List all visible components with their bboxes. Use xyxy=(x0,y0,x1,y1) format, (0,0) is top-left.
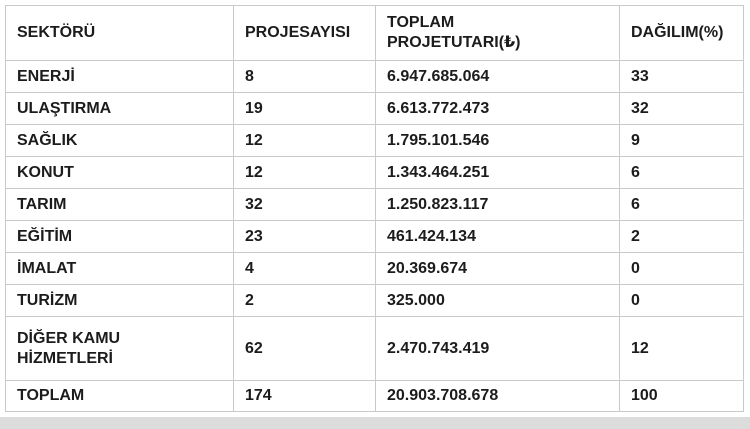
cell-sector: ENERJİ xyxy=(5,60,234,93)
column-header-total-amount: TOPLAM PROJETUTARI(₺) xyxy=(375,5,620,61)
cell-sector: TARIM xyxy=(5,188,234,221)
cell-project-count: 12 xyxy=(233,124,376,157)
cell-sector: EĞİTİM xyxy=(5,220,234,253)
cell-distribution: 12 xyxy=(619,316,744,381)
cell-total-amount: 6.613.772.473 xyxy=(375,92,620,125)
cell-sector: ULAŞTIRMA xyxy=(5,92,234,125)
cell-project-count: 2 xyxy=(233,284,376,317)
cell-total-amount: 6.947.685.064 xyxy=(375,60,620,93)
cell-distribution: 6 xyxy=(619,156,744,189)
cell-total-amount: 2.470.743.419 xyxy=(375,316,620,381)
cell-sector: TURİZM xyxy=(5,284,234,317)
table-row: DİĞER KAMU HİZMETLERİ 62 2.470.743.419 1… xyxy=(5,316,744,381)
table-row: EĞİTİM 23 461.424.134 2 xyxy=(5,220,744,253)
cell-distribution: 6 xyxy=(619,188,744,221)
cell-sector: KONUT xyxy=(5,156,234,189)
cell-project-count: 8 xyxy=(233,60,376,93)
cell-total-amount: 1.795.101.546 xyxy=(375,124,620,157)
cell-distribution: 0 xyxy=(619,284,744,317)
column-header-project-count: PROJESAYISI xyxy=(233,5,376,61)
sector-budget-table: SEKTÖRÜ PROJESAYISI TOPLAM PROJETUTARI(₺… xyxy=(5,5,744,412)
cell-distribution: 32 xyxy=(619,92,744,125)
column-header-total-amount-line1: TOPLAM xyxy=(387,14,455,32)
cell-distribution: 100 xyxy=(619,380,744,412)
column-header-total-amount-line2: PROJETUTARI(₺) xyxy=(387,34,521,51)
page-bottom-strip xyxy=(0,417,750,429)
cell-project-count: 12 xyxy=(233,156,376,189)
cell-project-count: 4 xyxy=(233,252,376,285)
cell-total-amount: 20.369.674 xyxy=(375,252,620,285)
table-row: ULAŞTIRMA 19 6.613.772.473 32 xyxy=(5,92,744,125)
table-row: ENERJİ 8 6.947.685.064 33 xyxy=(5,60,744,93)
table-row: TURİZM 2 325.000 0 xyxy=(5,284,744,317)
table-row: İMALAT 4 20.369.674 0 xyxy=(5,252,744,285)
cell-sector: SAĞLIK xyxy=(5,124,234,157)
cell-project-count: 32 xyxy=(233,188,376,221)
table-row: SAĞLIK 12 1.795.101.546 9 xyxy=(5,124,744,157)
cell-project-count: 23 xyxy=(233,220,376,253)
cell-total-amount: 325.000 xyxy=(375,284,620,317)
cell-total-amount: 20.903.708.678 xyxy=(375,380,620,412)
cell-project-count: 62 xyxy=(233,316,376,381)
cell-sector: DİĞER KAMU HİZMETLERİ xyxy=(5,316,234,381)
cell-distribution: 33 xyxy=(619,60,744,93)
cell-total-amount: 461.424.134 xyxy=(375,220,620,253)
cell-sector-text: DİĞER KAMU HİZMETLERİ xyxy=(17,329,121,367)
cell-distribution: 2 xyxy=(619,220,744,253)
table-row: TARIM 32 1.250.823.117 6 xyxy=(5,188,744,221)
cell-distribution: 0 xyxy=(619,252,744,285)
cell-sector: TOPLAM xyxy=(5,380,234,412)
cell-project-count: 174 xyxy=(233,380,376,412)
column-header-distribution: DAĞILIM(%) xyxy=(619,5,744,61)
cell-distribution: 9 xyxy=(619,124,744,157)
cell-project-count: 19 xyxy=(233,92,376,125)
column-header-sector: SEKTÖRÜ xyxy=(5,5,234,61)
cell-total-amount: 1.250.823.117 xyxy=(375,188,620,221)
table-row-total: TOPLAM 174 20.903.708.678 100 xyxy=(5,380,744,412)
cell-total-amount: 1.343.464.251 xyxy=(375,156,620,189)
table-header-row: SEKTÖRÜ PROJESAYISI TOPLAM PROJETUTARI(₺… xyxy=(5,5,744,61)
cell-sector: İMALAT xyxy=(5,252,234,285)
table-row: KONUT 12 1.343.464.251 6 xyxy=(5,156,744,189)
